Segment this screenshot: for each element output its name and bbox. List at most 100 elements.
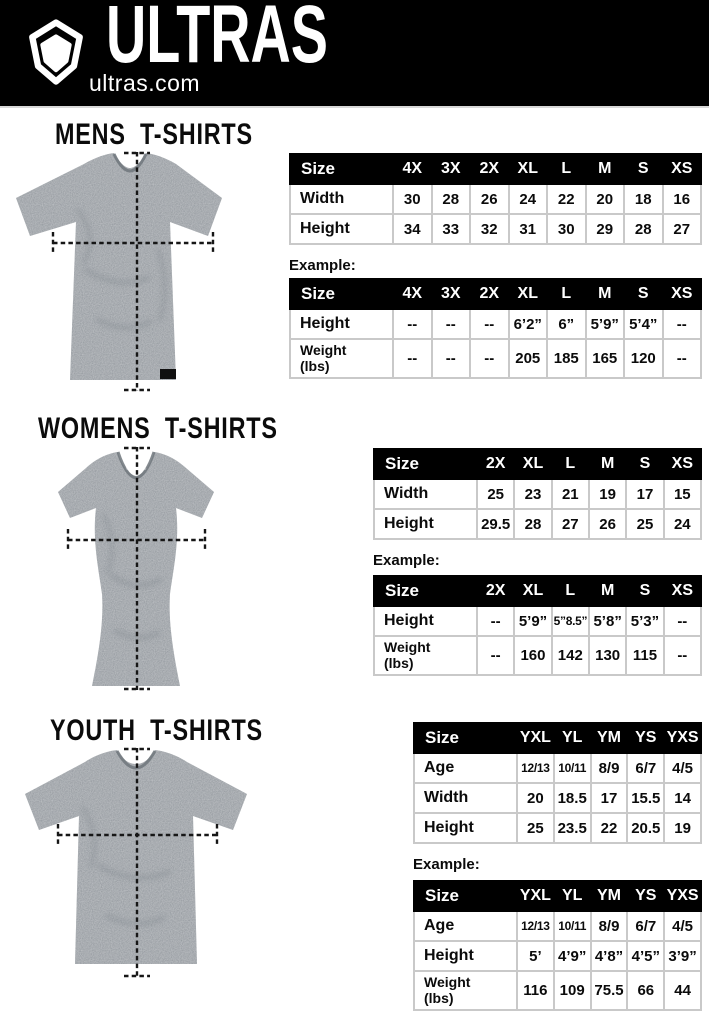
womens-tshirt-image: Ultras [58,446,214,691]
youth-tshirt-image [25,747,247,978]
size-value: 116 [516,969,555,1012]
table-row: Height 29.5 28 27 26 25 24 [373,508,703,540]
size-value: 14 [663,782,702,814]
size-value: 6’2” [507,308,548,340]
size-value: 30 [546,213,587,245]
row-label: Weight (lbs) [289,337,394,380]
size-value: 142 [550,634,590,677]
size-column-header: L [546,278,587,310]
size-value: 160 [513,634,553,677]
table-row: Age 12/13 10/11 8/9 6/7 4/5 [413,910,702,942]
size-value: 66 [626,969,666,1012]
size-value: 15 [662,478,703,510]
table-row: Height -- 5’9” 5”8.5” 5’8” 5’3” -- [373,605,703,637]
size-value: 30 [392,183,433,215]
size-value: 26 [587,508,628,540]
width-measure-line [51,232,215,254]
size-value: 6/7 [626,910,666,942]
youth-example-table: Size YXL YL YM YS YXS Age 12/13 10/11 8/9 6/7 4/5 He… [413,880,702,1012]
size-value: 16 [661,183,702,215]
section-title-youth: YOUTH T-SHIRTS [50,714,263,747]
row-label: Weight (lbs) [373,634,478,677]
size-value: 20 [584,183,625,215]
row-label: Width [373,478,478,510]
size-column-header: 3X [430,153,471,185]
size-value: 4’8” [589,940,629,972]
size-column-header: YM [589,722,629,754]
brand-name: ULTRAS [106,0,328,80]
pentagon-shield-icon [29,19,83,85]
youth-collar [115,750,157,770]
table-header-row: Size 4X 3X 2X XL L M S XS [289,278,702,310]
size-column-header: YXS [663,722,702,754]
size-value: 22 [589,812,629,844]
size-value: 8/9 [589,910,629,942]
size-value: 20 [516,782,555,814]
size-value: 120 [623,337,664,380]
size-column-header: 3X [430,278,471,310]
size-value: 31 [507,213,548,245]
header-divider [0,106,709,108]
size-value: 15.5 [626,782,666,814]
size-value: 4/5 [663,910,702,942]
table-header-row: Size YXL YL YM YS YXS [413,880,702,912]
table-row: Width 25 23 21 19 17 15 [373,478,703,510]
size-value: -- [661,308,702,340]
size-value: 19 [663,812,702,844]
size-value: 5’9” [584,308,625,340]
youth-example-label: Example: [413,856,480,873]
row-label: Height [289,213,394,245]
size-value: 5’8” [587,605,628,637]
row-label: Height [289,308,394,340]
size-value: 130 [587,634,628,677]
size-value: 5’4” [623,308,664,340]
size-value: -- [392,308,433,340]
size-value: -- [662,605,703,637]
size-column-header: L [546,153,587,185]
table-row: Height 34 33 32 31 30 29 28 27 [289,213,702,245]
size-value: 25 [475,478,516,510]
row-label: Age [413,910,518,942]
size-value: 29.5 [475,508,516,540]
size-value: 18 [623,183,664,215]
size-column-header: XL [507,153,548,185]
size-value: -- [469,337,510,380]
size-value: 33 [430,213,471,245]
hem-tag [160,369,176,379]
table-row: Height 5’ 4’9” 4’8” 4’5” 3’9” [413,940,702,972]
size-value: 28 [623,213,664,245]
size-column-header: YXS [663,880,702,912]
size-value: -- [469,308,510,340]
size-value: -- [661,337,702,380]
size-value: 25 [516,812,555,844]
youth-size-table: Size YXL YL YM YS YXS Age 12/13 10/11 8/9 6/7 4/5 Wi… [413,722,702,844]
size-column-header: XL [513,448,553,480]
size-value: 165 [584,337,625,380]
size-column-header: M [587,448,628,480]
size-value: 20.5 [626,812,666,844]
table-header-row: Size 2X XL L M S XS [373,575,703,607]
table-row: Width 30 28 26 24 22 20 18 16 [289,183,702,215]
size-column-header: XS [661,278,702,310]
size-column-header: XS [662,448,703,480]
womens-size-table: Size 2X XL L M S XS Width 25 23 21 19 17 15 Height 29.5… [373,448,703,540]
size-column-header: M [584,278,625,310]
size-value: 28 [430,183,471,215]
table-row: Weight (lbs) -- 160 142 130 115 -- [373,634,703,677]
row-label-header: Size [289,153,394,185]
size-value: 205 [507,337,548,380]
size-value: 5”8.5” [550,605,590,637]
mens-collar [112,153,148,173]
table-row: Height 25 23.5 22 20.5 19 [413,812,702,844]
size-value: -- [475,634,516,677]
row-label-header: Size [373,575,478,607]
size-column-header: S [623,153,664,185]
size-value: 4’9” [552,940,592,972]
site-url: ultras.com [89,70,201,96]
size-value: -- [662,634,703,677]
mens-size-table: Size 4X 3X 2X XL L M S XS Width 30 28 26 24 22 20 18 16 He… [289,153,702,245]
size-value: 27 [550,508,590,540]
size-column-header: YS [626,722,666,754]
size-column-header: XS [662,575,703,607]
size-value: 32 [469,213,510,245]
